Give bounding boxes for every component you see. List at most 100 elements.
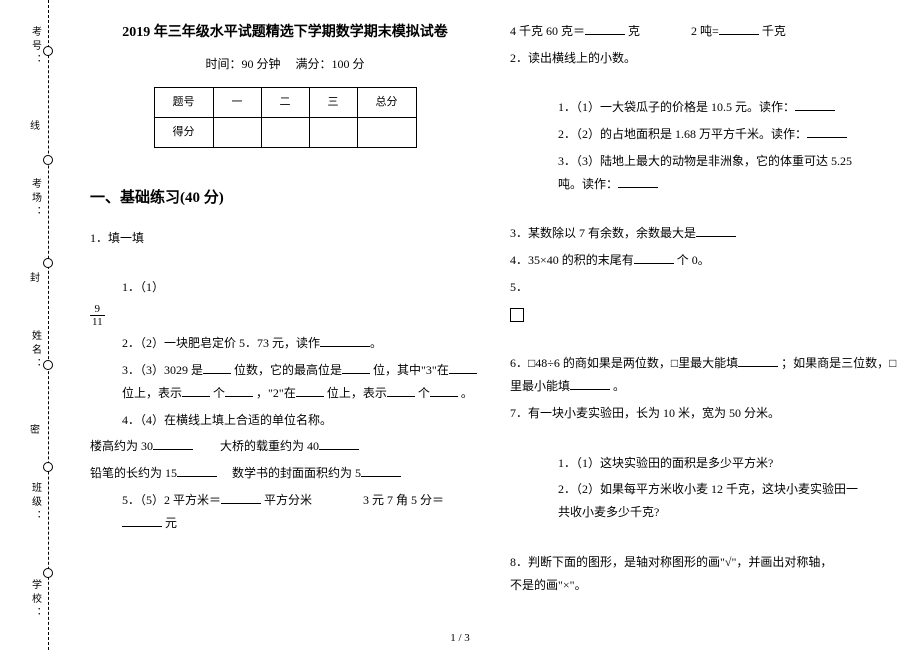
page-content: 2019 年三年级水平试题精选下学期数学期末模拟试卷 时间：90 分钟 满分：1… [90,20,900,630]
binding-field-name: 姓名： [28,324,43,381]
text: 8．判断下面的图形，是轴对称图形的画"√"，并画出对称轴， [510,555,832,569]
binding-field-school: 学校： [28,573,43,630]
text: 克 [628,24,640,38]
text: 3．（3）陆地上最大的动物是非洲象，它的体重可达 5.25 [558,154,852,168]
exam-subtitle: 时间：90 分钟 满分：100 分 [90,53,480,76]
binding-field-examid: 考号： [28,20,43,77]
score-header: 三 [309,88,357,118]
text: 。 [370,336,382,350]
q1-sub3: 3．（3）3029 是 位数，它的最高位是 位，其中"3"在 位上，表示 个 ，… [90,359,480,405]
q4: 4．35×40 的积的末尾有 个 0。 [510,249,900,272]
q8: 8．判断下面的图形，是轴对称图形的画"√"，并画出对称轴， 不是的画"×"。 [510,551,900,597]
left-column: 2019 年三年级水平试题精选下学期数学期末模拟试卷 时间：90 分钟 满分：1… [90,20,480,630]
text: ，"2"在 [256,386,296,400]
binding-circle [43,462,53,472]
text: 元 [165,516,177,530]
q1-sub4: 4．（4）在横线上填上合适的单位名称。 [90,409,480,432]
q1-sub5: 5．（5）2 平方米＝ 平方分米 3 元 7 角 5 分＝ 元 [90,489,480,535]
q2-sub2: 2．（2）的占地面积是 1.68 万平方千米。读作： [510,123,900,146]
page-number: 1 / 3 [450,632,470,644]
q3: 3．某数除以 7 有余数，余数最大是 [510,222,900,245]
seal-char-2: 封 [30,269,40,284]
q1-sub2: 2．（2）一块肥皂定价 5．73 元，读作 。 [90,332,480,355]
section-heading: 一、基础练习(40 分) [90,184,480,213]
text: 2．（2）一块肥皂定价 5．73 元，读作 [122,336,320,350]
q7-sub2: 2．（2）如果每平方米收小麦 12 千克，这块小麦实验田一 共收小麦多少千克? [510,478,900,524]
text: 铅笔的长约为 15 [90,466,177,480]
text: 2 吨= [691,24,719,38]
text: 楼高约为 30 [90,439,153,453]
text: 5．（5）2 平方米＝ [122,493,221,507]
text: 个 [418,386,430,400]
q5-box [510,303,900,326]
text: 1．（1）一大袋瓜子的价格是 10.5 元。读作： [558,100,795,114]
q1-sub1: 1．（1） [90,276,480,299]
text: 大桥的载重约为 40 [220,439,319,453]
binding-field-class: 班级： [28,476,43,533]
q5: 5． [510,276,900,299]
table-row: 得分 [154,118,416,148]
binding-margin: 考号： 线 考场： 封 姓名： 密 班级： 学校： [0,0,70,650]
text: 3．（3）3029 是 [122,363,203,377]
text: 。 [461,386,473,400]
unit-line-3: 4 千克 60 克＝ 克 2 吨= 千克 [510,20,900,43]
score-header: 题号 [154,88,213,118]
binding-dotted-line [48,0,49,650]
text: 。 [613,379,625,393]
fraction: 9 11 [90,303,480,328]
table-row: 题号 一 二 三 总分 [154,88,416,118]
seal-char-1: 线 [30,117,40,132]
text: 4 千克 60 克＝ [510,24,585,38]
text: 个 0。 [677,253,710,267]
text: 个 [213,386,225,400]
score-cell [261,118,309,148]
fullscore-label: 满分：100 分 [296,57,365,71]
text: 位数，它的最高位是 [234,363,342,377]
q2-sub1: 1．（1）一大袋瓜子的价格是 10.5 元。读作： [510,96,900,119]
text: 6．□48÷6 的商如果是两位数，□里最大能填 [510,356,738,370]
time-label: 时间：90 分钟 [205,57,280,71]
text: 位，其中"3"在 [373,363,449,377]
text: 平方分米 [264,493,312,507]
text: 3 元 7 角 5 分＝ [363,493,444,507]
binding-circle [43,360,53,370]
text: 不是的画"×"。 [510,578,587,592]
square-box-icon [510,308,524,322]
text: 3．某数除以 7 有余数，余数最大是 [510,226,696,240]
unit-line-2: 铅笔的长约为 15 数学书的封面面积约为 5 [90,462,480,485]
frac-num: 9 [90,303,105,316]
score-cell [357,118,416,148]
score-header: 一 [213,88,261,118]
score-header: 总分 [357,88,416,118]
right-column: 4 千克 60 克＝ 克 2 吨= 千克 2．读出横线上的小数。 1．（1）一大… [510,20,900,630]
binding-circle [43,258,53,268]
text: 千克 [762,24,786,38]
score-table: 题号 一 二 三 总分 得分 [154,87,417,148]
frac-den: 11 [90,316,105,328]
q1-label: 1．填一填 [90,227,480,250]
seal-char-3: 密 [30,421,40,436]
q7-sub1: 1．（1）这块实验田的面积是多少平方米? [510,452,900,475]
binding-circle [43,46,53,56]
text: 吨。读作： [558,177,618,191]
score-header: 二 [261,88,309,118]
score-cell [309,118,357,148]
binding-circle [43,155,53,165]
text: 数学书的封面面积约为 5 [232,466,361,480]
binding-field-room: 考场： [28,172,43,229]
unit-line-1: 楼高约为 30 大桥的载重约为 40 [90,435,480,458]
score-row-label: 得分 [154,118,213,148]
binding-circle [43,568,53,578]
text: 2．（2）如果每平方米收小麦 12 千克，这块小麦实验田一 [558,482,858,496]
q2-sub3: 3．（3）陆地上最大的动物是非洲象，它的体重可达 5.25 吨。读作： [510,150,900,196]
text: 2．（2）的占地面积是 1.68 万平方千米。读作： [558,127,807,141]
q2: 2．读出横线上的小数。 [510,47,900,70]
text: 位上，表示 [327,386,387,400]
text: 共收小麦多少千克? [558,505,659,519]
exam-title: 2019 年三年级水平试题精选下学期数学期末模拟试卷 [90,20,480,47]
q7: 7．有一块小麦实验田，长为 10 米，宽为 50 分米。 [510,402,900,425]
text: 位上，表示 [122,386,182,400]
score-cell [213,118,261,148]
text: 4．35×40 的积的末尾有 [510,253,634,267]
q6: 6．□48÷6 的商如果是两位数，□里最大能填 ；如果商是三位数，□里最小能填 … [510,352,900,398]
